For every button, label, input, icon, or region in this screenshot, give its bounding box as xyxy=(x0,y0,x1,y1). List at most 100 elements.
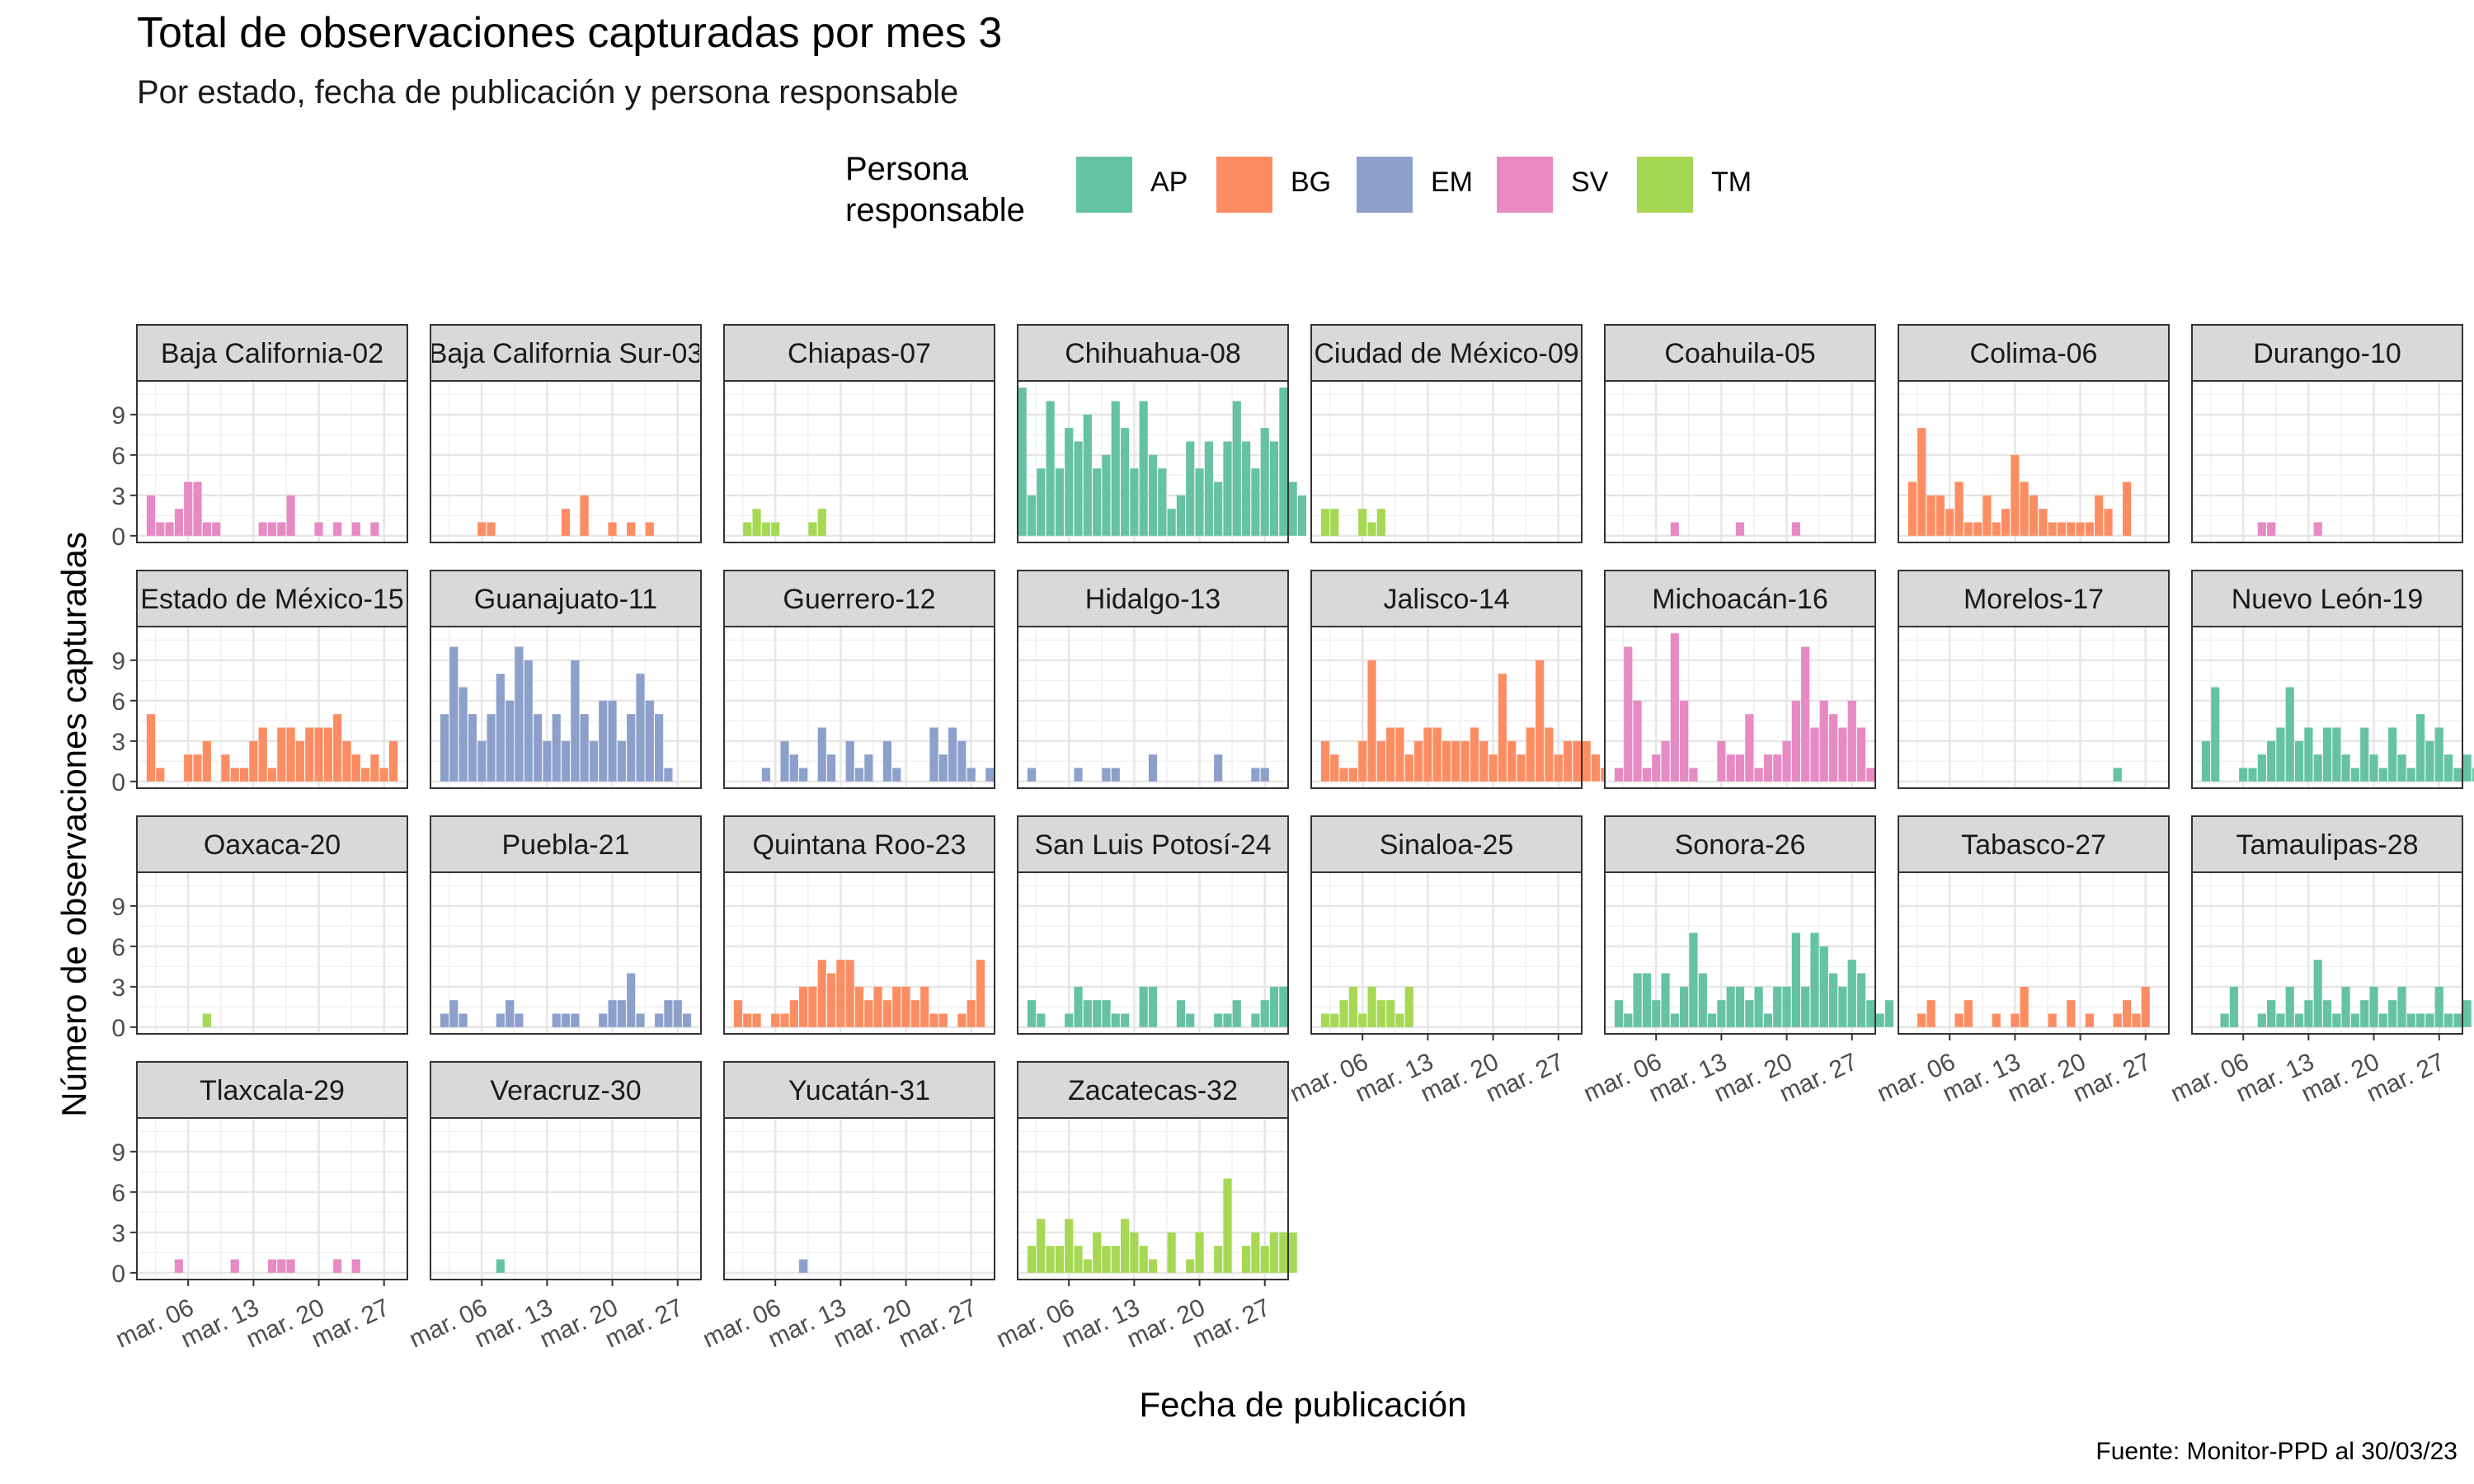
bar xyxy=(1614,768,1624,782)
bar xyxy=(1111,1246,1120,1273)
bar xyxy=(1754,768,1763,782)
bar xyxy=(477,740,487,782)
bar xyxy=(752,509,761,536)
bar xyxy=(1573,740,1582,782)
bar xyxy=(2095,495,2104,536)
bar xyxy=(1037,468,1046,536)
bar xyxy=(1130,1232,1139,1273)
bar xyxy=(1563,740,1573,782)
bar xyxy=(1442,740,1451,782)
facet-strip xyxy=(430,324,702,382)
bar xyxy=(515,1013,524,1027)
bar xyxy=(361,768,370,782)
bar xyxy=(664,768,673,782)
facet-strip-label: Hidalgo-13 xyxy=(1085,584,1221,615)
bar xyxy=(333,714,342,782)
bar xyxy=(664,1000,673,1027)
bar xyxy=(2378,768,2387,782)
facet-panel: Baja California Sur-03 xyxy=(430,324,702,543)
bar xyxy=(1926,495,1935,536)
bar xyxy=(221,754,230,782)
bar xyxy=(1027,1000,1037,1027)
bar xyxy=(1279,1232,1288,1273)
bar xyxy=(1111,1013,1120,1027)
bar xyxy=(1102,454,1111,536)
bar xyxy=(2388,727,2397,782)
bar xyxy=(1479,740,1489,782)
bar xyxy=(780,740,789,782)
bar xyxy=(468,714,477,782)
bar xyxy=(2123,481,2132,536)
bar xyxy=(1288,1232,1297,1273)
bar xyxy=(1907,481,1917,536)
bar xyxy=(2443,754,2453,782)
bar xyxy=(286,727,295,782)
bar xyxy=(1973,522,1982,536)
bar xyxy=(267,768,277,782)
bar xyxy=(1670,522,1679,536)
bar xyxy=(459,687,468,782)
bar xyxy=(286,495,295,536)
bar xyxy=(1139,1246,1148,1273)
bar xyxy=(1386,727,1395,782)
bar xyxy=(1214,1246,1223,1273)
bar xyxy=(2416,1013,2425,1027)
bar xyxy=(929,727,938,782)
bar xyxy=(1838,727,1847,782)
panel-border xyxy=(136,380,408,543)
bar xyxy=(1545,727,1554,782)
bar xyxy=(1884,1000,1894,1027)
bar xyxy=(202,522,211,536)
facet-strip xyxy=(2191,324,2463,382)
bar xyxy=(2369,986,2378,1027)
bar xyxy=(1652,754,1661,782)
bar xyxy=(2039,509,2048,536)
bar xyxy=(1735,754,1745,782)
bar xyxy=(1093,468,1102,536)
bar xyxy=(571,1013,580,1027)
bar xyxy=(496,674,505,782)
facet-strip-label: Chihuahua-08 xyxy=(1065,338,1241,369)
bar xyxy=(617,1000,626,1027)
bar xyxy=(1339,1000,1348,1027)
bar xyxy=(2453,768,2462,782)
y-tick-label: 6 xyxy=(111,443,125,470)
legend-key-ap xyxy=(1076,157,1132,213)
facet-panel: Durango-10 xyxy=(2191,324,2463,543)
bar xyxy=(1111,401,1120,536)
bar xyxy=(1279,387,1288,536)
bar xyxy=(2267,1000,2276,1027)
facet-strip-label: Coahuila-05 xyxy=(1664,338,1815,369)
bar xyxy=(1717,740,1726,782)
bar xyxy=(333,1259,342,1273)
bar xyxy=(2248,768,2257,782)
bar xyxy=(808,986,817,1027)
bar xyxy=(2067,1000,2076,1027)
bar xyxy=(2048,522,2057,536)
bar xyxy=(1083,1259,1092,1273)
facet-strip xyxy=(1017,570,1289,627)
facet-strip-label: Estado de México-15 xyxy=(140,584,403,615)
bar xyxy=(370,522,379,536)
bar xyxy=(2341,986,2350,1027)
panel-border xyxy=(2191,380,2463,543)
bar xyxy=(1735,522,1745,536)
bar xyxy=(1055,468,1064,536)
legend-key-em xyxy=(1357,157,1413,213)
bar xyxy=(2085,1013,2094,1027)
facet-strip xyxy=(136,570,408,627)
bar xyxy=(1801,986,1810,1027)
facet-strip xyxy=(723,324,995,382)
facet-strip xyxy=(1017,815,1289,873)
bar xyxy=(379,768,388,782)
facet-strip xyxy=(1017,1061,1289,1119)
bar xyxy=(608,700,617,782)
bar xyxy=(1320,740,1330,782)
bar xyxy=(2020,481,2029,536)
bar xyxy=(1810,727,1819,782)
legend-title-text: Persona responsable xyxy=(845,151,1025,228)
bar xyxy=(543,740,552,782)
bar xyxy=(1582,740,1591,782)
bar xyxy=(799,986,808,1027)
